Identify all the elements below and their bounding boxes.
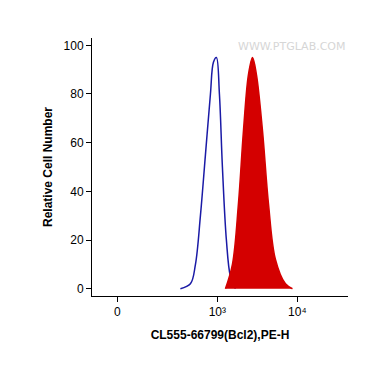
svg-text:100: 100 (64, 39, 84, 53)
svg-text:60: 60 (70, 136, 84, 150)
svg-text:Relative Cell Number: Relative Cell Number (41, 107, 55, 227)
svg-text:0: 0 (77, 282, 84, 296)
svg-text:10³: 10³ (209, 305, 226, 319)
svg-text:20: 20 (70, 233, 84, 247)
svg-text:WWW.PTGLAB.COM: WWW.PTGLAB.COM (238, 40, 346, 53)
svg-text:10⁴: 10⁴ (288, 305, 307, 319)
svg-text:CL555-66799(Bcl2),PE-H: CL555-66799(Bcl2),PE-H (151, 328, 290, 342)
svg-text:80: 80 (70, 87, 84, 101)
svg-text:40: 40 (70, 185, 84, 199)
svg-text:0: 0 (114, 305, 121, 319)
